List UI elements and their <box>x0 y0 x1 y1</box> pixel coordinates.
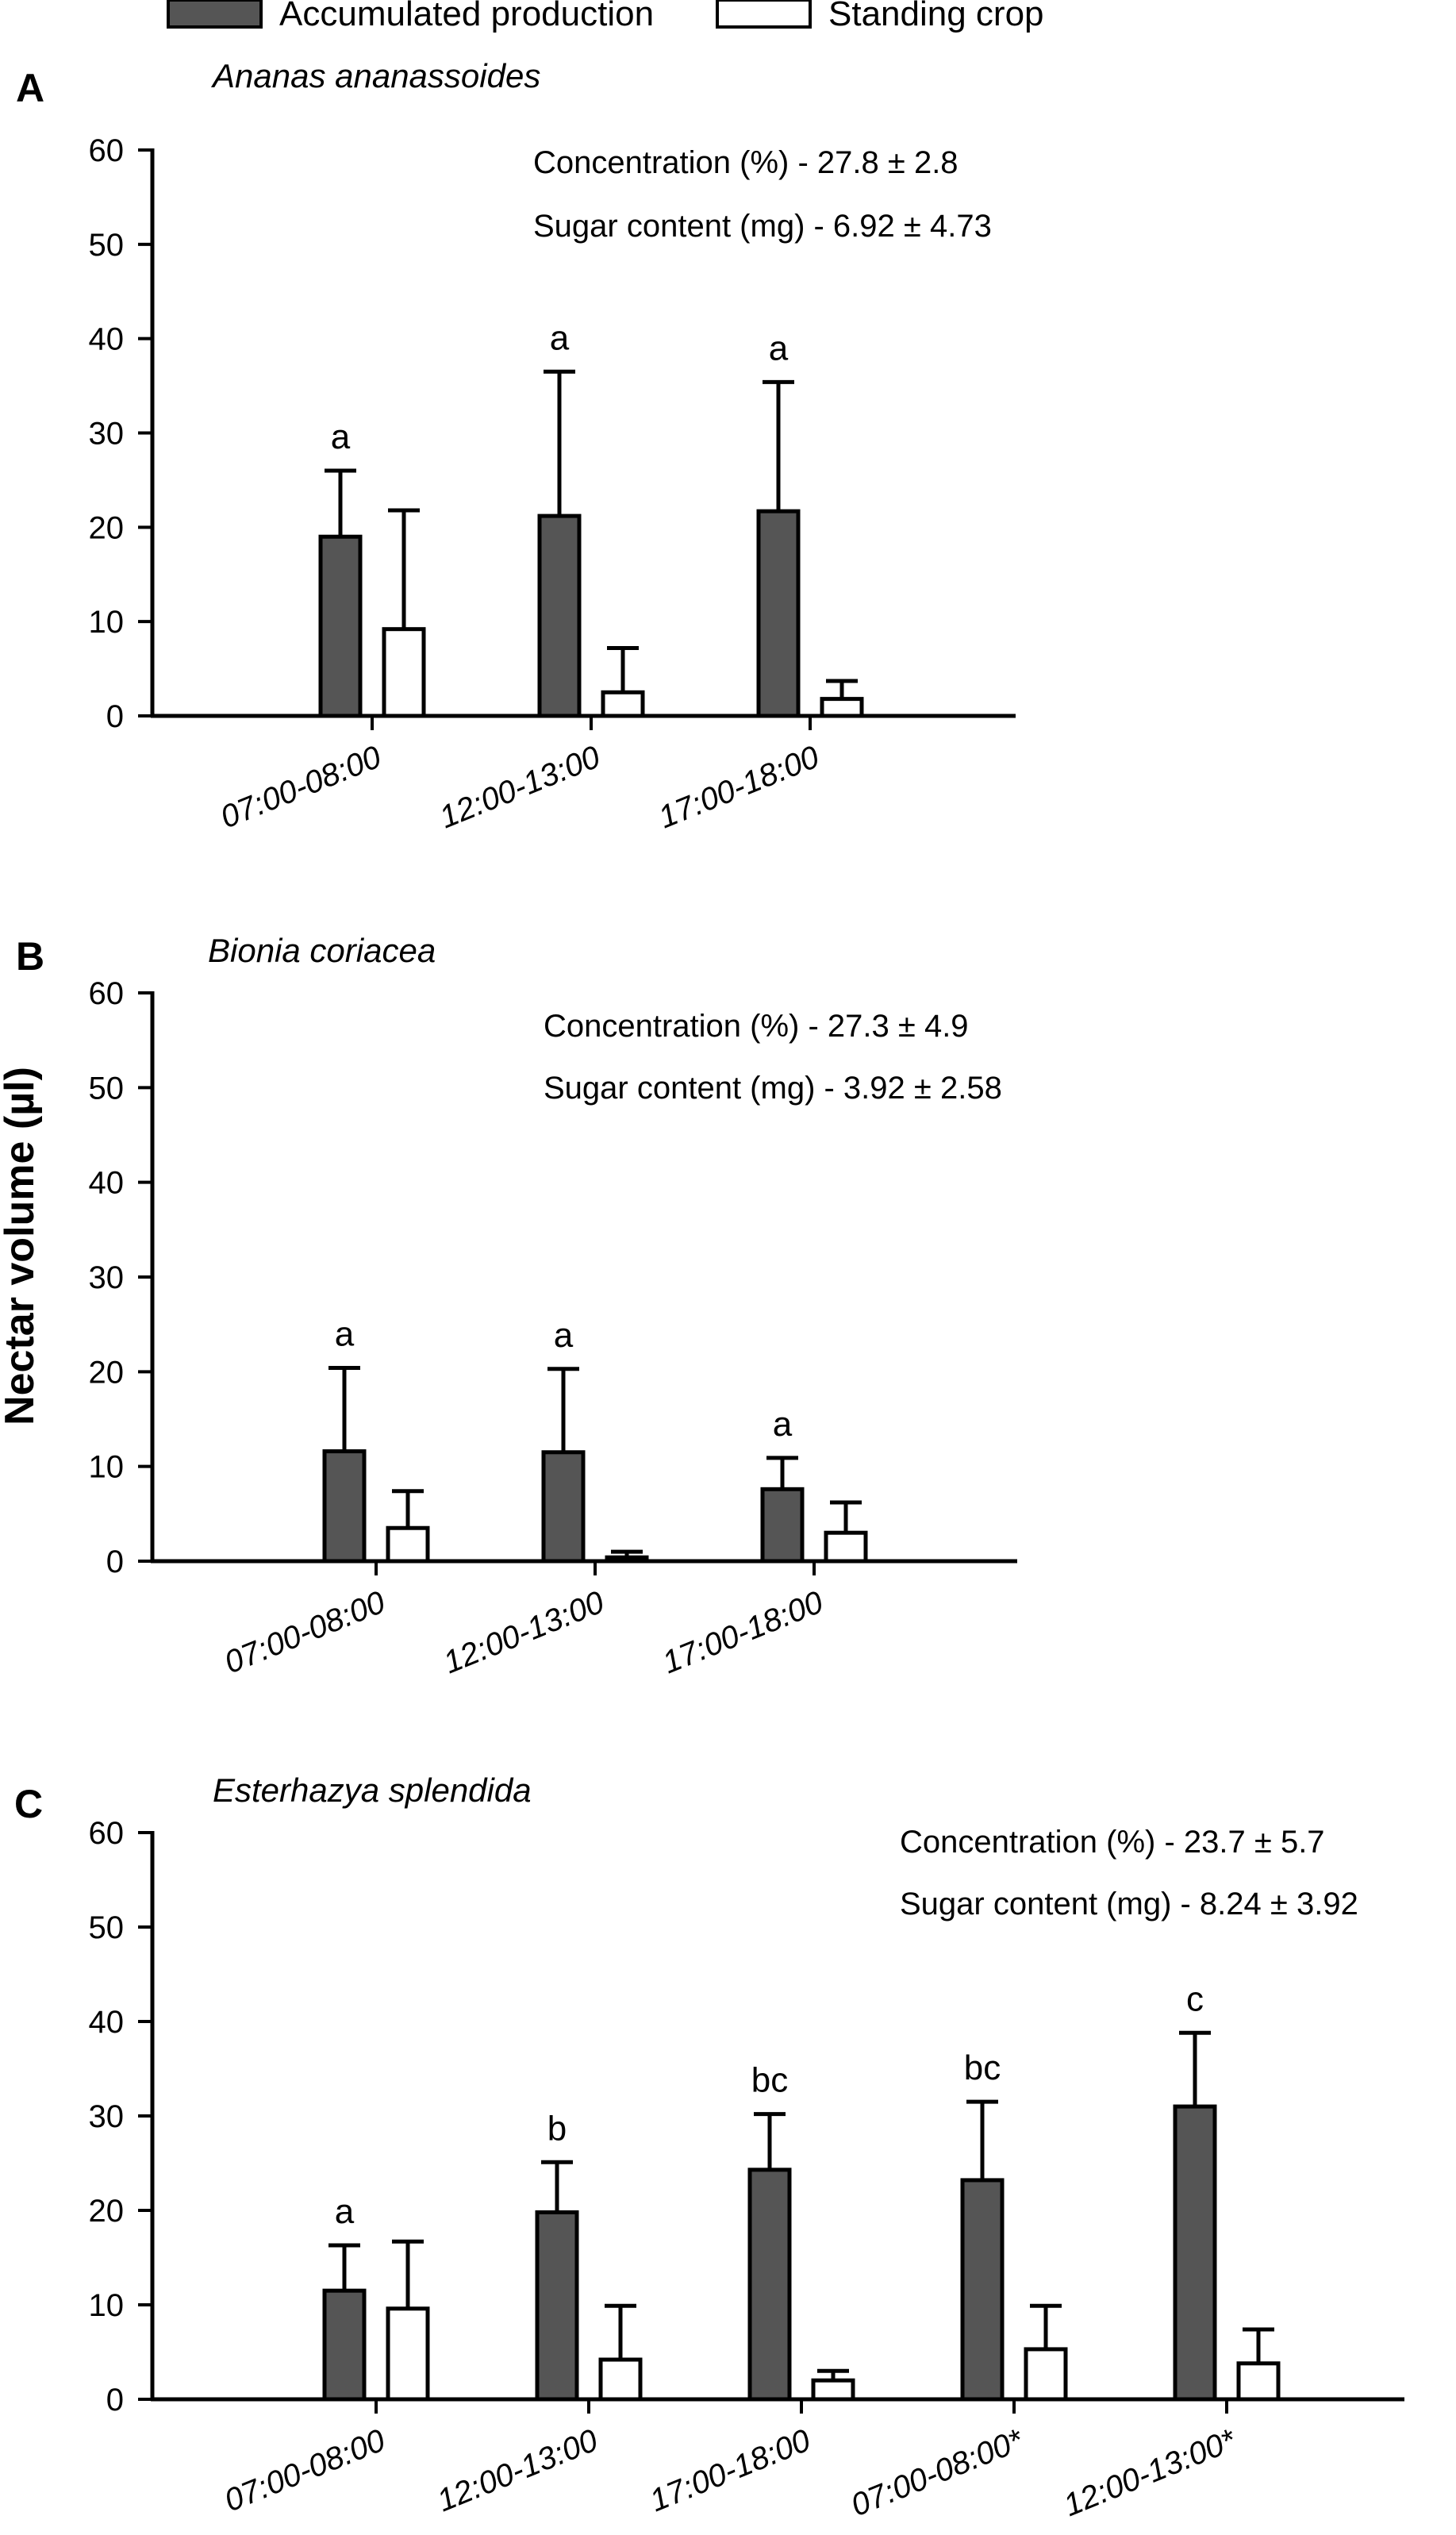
bar-accumulated <box>535 2210 579 2402</box>
bar-standing <box>1236 2361 1281 2402</box>
x-tick-label: 07:00-08:00 <box>220 1585 390 1681</box>
x-tick-label: 07:00-08:00 <box>216 740 386 836</box>
panel-letter-c: C <box>14 1782 43 1826</box>
bar-accumulated <box>747 2168 792 2402</box>
panel-b-species: Bionia coriacea <box>208 932 436 969</box>
bar-standing <box>605 1555 649 1564</box>
bar-accumulated <box>541 1450 586 1564</box>
significance-letter: c <box>1186 1979 1204 2018</box>
bar-accumulated <box>537 514 582 718</box>
y-tick-label: 30 <box>89 2099 125 2134</box>
y-tick-label: 0 <box>106 699 124 734</box>
y-tick-label: 50 <box>89 1910 125 1945</box>
x-tick-label: 17:00-18:00 <box>645 2423 815 2519</box>
bar-standing <box>811 2378 855 2402</box>
y-tick-label: 60 <box>89 976 125 1011</box>
y-tick-label: 50 <box>89 228 125 263</box>
x-tick-label: 17:00-18:00 <box>658 1585 828 1681</box>
bar-standing <box>598 2357 643 2402</box>
y-tick-label: 40 <box>89 322 125 357</box>
bar-standing <box>601 690 645 718</box>
y-tick-label: 10 <box>89 1450 125 1485</box>
significance-letter: a <box>331 417 351 456</box>
legend-label-standing: Standing crop <box>828 0 1044 33</box>
y-tick-label: 40 <box>89 1166 125 1201</box>
significance-letter: a <box>550 318 570 357</box>
bar-accumulated <box>960 2178 1005 2402</box>
y-tick-label: 30 <box>89 417 125 452</box>
y-tick-label: 20 <box>89 1355 125 1390</box>
significance-letter: a <box>773 1405 793 1444</box>
y-tick-label: 10 <box>89 2288 125 2323</box>
bar-standing <box>1024 2347 1068 2402</box>
x-tick-label: 12:00-13:00 <box>435 740 605 836</box>
significance-letter: a <box>769 329 789 367</box>
y-tick-label: 20 <box>89 2194 125 2229</box>
legend-swatch-accumulated <box>167 0 263 29</box>
significance-letter: b <box>547 2109 567 2148</box>
panel-c-stat-concentration: Concentration (%) - 23.7 ± 5.7 <box>900 1825 1325 1860</box>
x-tick-label: 17:00-18:00 <box>654 740 824 836</box>
panel-letter-b: B <box>16 934 44 979</box>
bar-accumulated <box>756 509 801 718</box>
x-tick-label: 12:00-13:00* <box>1058 2422 1241 2523</box>
bar-accumulated <box>318 534 363 718</box>
x-tick-label: 07:00-08:00 <box>220 2423 390 2519</box>
panel-c: C Esterhazya splendida Concentration (%)… <box>14 1771 1404 2523</box>
y-tick-label: 40 <box>89 2005 125 2040</box>
y-tick-label: 60 <box>89 1816 125 1851</box>
significance-letter: a <box>335 1315 355 1354</box>
panel-a-stat-sugar: Sugar content (mg) - 6.92 ± 4.73 <box>533 209 992 244</box>
x-tick-label: 12:00-13:00 <box>439 1585 609 1681</box>
significance-letter: bc <box>751 2061 788 2100</box>
x-tick-label: 12:00-13:00 <box>432 2423 602 2519</box>
bar-standing <box>386 1525 430 1564</box>
legend-label-accumulated: Accumulated production <box>279 0 654 33</box>
panel-b-stat-concentration: Concentration (%) - 27.3 ± 4.9 <box>544 1009 969 1044</box>
bar-accumulated <box>1173 2104 1217 2402</box>
significance-letter: a <box>335 2192 355 2231</box>
y-tick-label: 50 <box>89 1071 125 1106</box>
y-tick-label: 60 <box>89 133 125 168</box>
panel-c-plot: 0 10 20 30 40 50 60 07:00-08:00 a 12:00-13:00 b 17:… <box>89 1816 1404 2523</box>
y-tick-label: 0 <box>106 2383 124 2418</box>
significance-letter: bc <box>964 2048 1001 2087</box>
bar-standing <box>386 2306 430 2402</box>
bar-standing <box>382 627 426 718</box>
panel-a: A Ananas ananassoides Concentration (%) … <box>16 57 1016 835</box>
panel-c-stat-sugar: Sugar content (mg) - 8.24 ± 3.92 <box>900 1887 1358 1921</box>
panel-b-stat-sugar: Sugar content (mg) - 3.92 ± 2.58 <box>544 1071 1002 1106</box>
y-tick-label: 20 <box>89 510 125 545</box>
legend-swatch-standing <box>716 0 812 29</box>
y-axis-title: Nectar volume (µl) <box>0 1067 43 1425</box>
bar-accumulated <box>760 1487 805 1564</box>
panel-letter-a: A <box>16 66 44 110</box>
y-tick-label: 0 <box>106 1544 124 1579</box>
panel-b: B Bionia coriacea Concentration (%) - 27… <box>16 932 1017 1680</box>
y-tick-label: 30 <box>89 1260 125 1295</box>
panel-c-species: Esterhazya splendida <box>213 1771 532 1809</box>
x-tick-label: 07:00-08:00* <box>846 2422 1028 2523</box>
y-tick-label: 10 <box>89 605 125 640</box>
panel-a-stat-concentration: Concentration (%) - 27.8 ± 2.8 <box>533 145 959 180</box>
bar-standing <box>824 1530 868 1564</box>
panel-a-species: Ananas ananassoides <box>210 57 540 94</box>
legend: Accumulated production Standing crop <box>167 0 1044 33</box>
significance-letter: a <box>554 1316 574 1355</box>
bar-standing <box>820 697 864 718</box>
bar-accumulated <box>322 1449 367 1564</box>
bar-accumulated <box>322 2288 367 2402</box>
